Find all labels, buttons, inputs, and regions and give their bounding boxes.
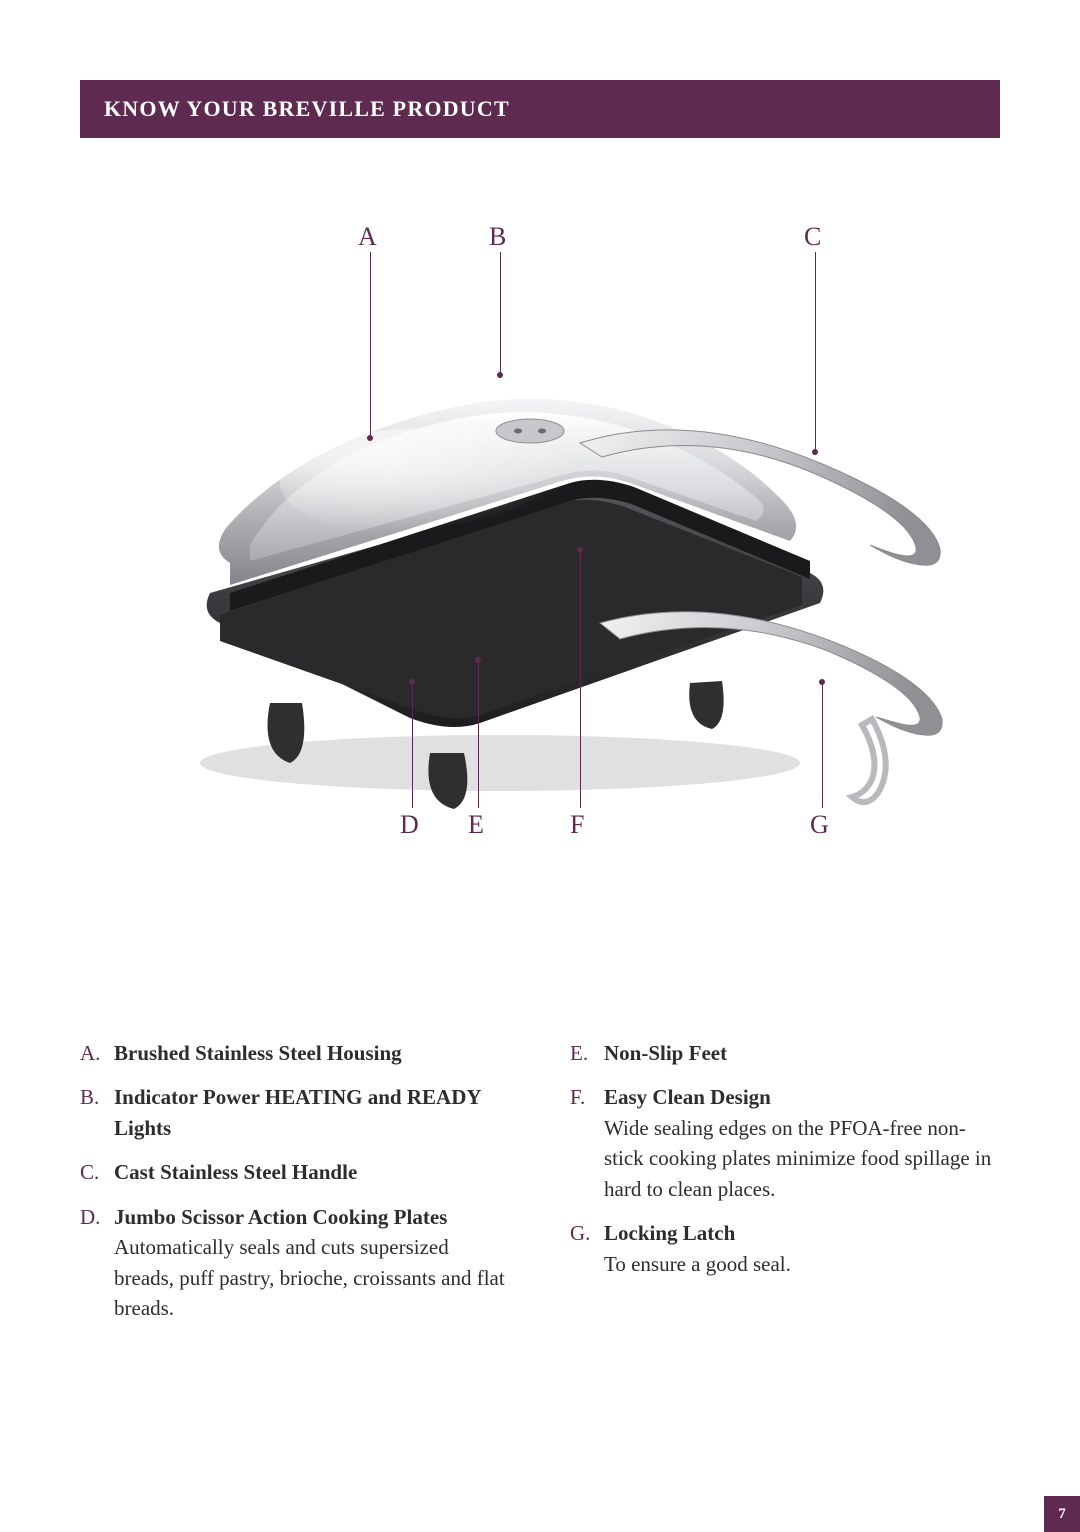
callout-line-e <box>478 660 479 808</box>
feature-title: Brushed Stainless Steel Housing <box>114 1041 402 1065</box>
feature-title: Non-Slip Feet <box>604 1041 727 1065</box>
feature-item: C. Cast Stainless Steel Handle <box>80 1157 510 1187</box>
callout-label-b: B <box>489 222 506 252</box>
page-number-badge: 7 <box>1044 1496 1080 1532</box>
feature-letter: C. <box>80 1157 114 1187</box>
callout-line-a <box>370 252 371 438</box>
feature-letter: F. <box>570 1082 604 1204</box>
feature-title: Cast Stainless Steel Handle <box>114 1160 357 1184</box>
feature-letter: B. <box>80 1082 114 1143</box>
feature-desc: To ensure a good seal. <box>604 1252 791 1276</box>
callout-dot-e <box>475 657 481 663</box>
feature-item: A. Brushed Stainless Steel Housing <box>80 1038 510 1068</box>
callout-dot-b <box>497 372 503 378</box>
product-diagram: A B C D E F G <box>80 228 1000 868</box>
feature-desc: Wide sealing edges on the PFOA-free non-… <box>604 1116 991 1201</box>
feature-column-left: A. Brushed Stainless Steel Housing B. In… <box>80 1038 510 1338</box>
feature-item: F. Easy Clean Design Wide sealing edges … <box>570 1082 1000 1204</box>
feature-item: G. Locking Latch To ensure a good seal. <box>570 1218 1000 1279</box>
feature-desc: Automatically seals and cuts supersized … <box>114 1235 505 1320</box>
product-illustration <box>130 323 950 823</box>
feature-title: Easy Clean Design <box>604 1085 771 1109</box>
page-number: 7 <box>1058 1506 1066 1523</box>
feature-title: Locking Latch <box>604 1221 735 1245</box>
page-header: KNOW YOUR BREVILLE PRODUCT <box>80 80 1000 138</box>
feature-list: A. Brushed Stainless Steel Housing B. In… <box>80 1038 1000 1338</box>
feature-letter: A. <box>80 1038 114 1068</box>
callout-dot-g <box>819 679 825 685</box>
callout-dot-c <box>812 449 818 455</box>
callout-label-f: F <box>570 810 584 840</box>
callout-label-a: A <box>358 222 377 252</box>
callout-dot-a <box>367 435 373 441</box>
feature-letter: E. <box>570 1038 604 1068</box>
callout-label-d: D <box>400 810 419 840</box>
feature-letter: G. <box>570 1218 604 1279</box>
feature-title: Indicator Power HEATING and READY Lights <box>114 1085 481 1139</box>
callout-dot-d <box>409 679 415 685</box>
feature-column-right: E. Non-Slip Feet F. Easy Clean Design Wi… <box>570 1038 1000 1338</box>
callout-line-g <box>822 682 823 808</box>
callout-label-c: C <box>804 222 821 252</box>
feature-item: B. Indicator Power HEATING and READY Lig… <box>80 1082 510 1143</box>
page-header-title: KNOW YOUR BREVILLE PRODUCT <box>104 96 510 121</box>
callout-line-f <box>580 550 581 808</box>
callout-label-g: G <box>810 810 829 840</box>
manual-page: KNOW YOUR BREVILLE PRODUCT <box>0 0 1080 1532</box>
feature-item: E. Non-Slip Feet <box>570 1038 1000 1068</box>
callout-dot-f <box>577 547 583 553</box>
feature-item: D. Jumbo Scissor Action Cooking Plates A… <box>80 1202 510 1324</box>
callout-line-b <box>500 252 501 375</box>
feature-title: Jumbo Scissor Action Cooking Plates <box>114 1205 447 1229</box>
feature-letter: D. <box>80 1202 114 1324</box>
callout-line-c <box>815 252 816 452</box>
callout-line-d <box>412 682 413 808</box>
callout-label-e: E <box>468 810 484 840</box>
